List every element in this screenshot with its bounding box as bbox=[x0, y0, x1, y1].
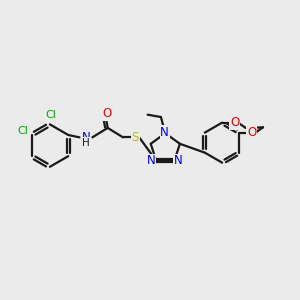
Text: S: S bbox=[132, 131, 139, 144]
Text: N: N bbox=[160, 126, 169, 139]
Text: O: O bbox=[247, 126, 256, 139]
Text: N: N bbox=[82, 131, 90, 144]
Text: O: O bbox=[102, 107, 111, 120]
Text: O: O bbox=[230, 116, 239, 129]
Text: N: N bbox=[173, 154, 182, 167]
Text: Cl: Cl bbox=[17, 126, 28, 136]
Text: Cl: Cl bbox=[45, 110, 56, 120]
Text: N: N bbox=[147, 154, 155, 167]
Text: H: H bbox=[82, 138, 90, 148]
